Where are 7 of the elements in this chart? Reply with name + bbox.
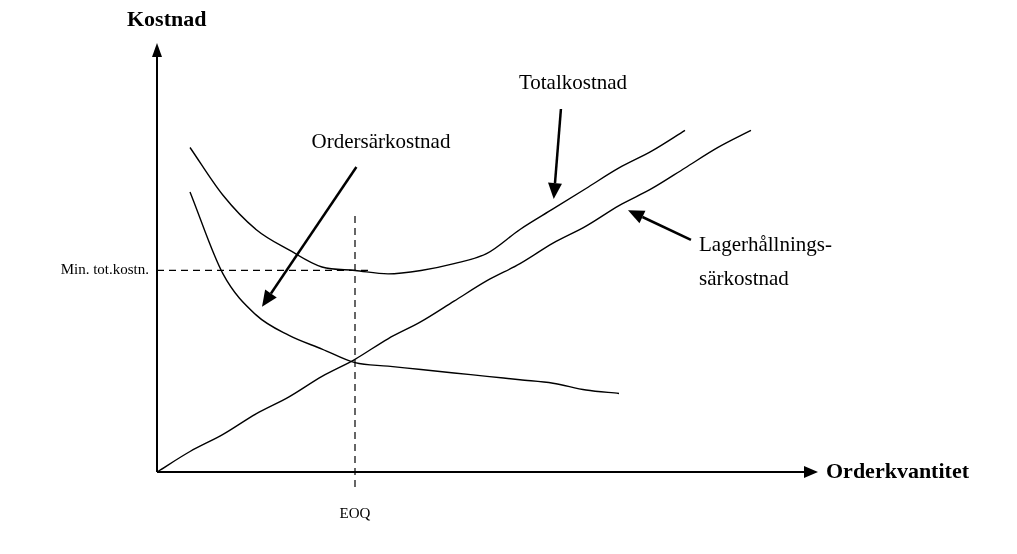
y-axis-title: Kostnad: [127, 5, 207, 31]
ref-line-label: Min. tot.kostn.: [60, 261, 149, 278]
text: Totalkostnad: [518, 70, 628, 95]
text: EOQ: [339, 504, 371, 521]
x-axis-title: Orderkvantitet: [826, 457, 970, 483]
text: Ordersärkostnad: [311, 129, 451, 154]
text: Lagerhållnings-särkostnad: [699, 232, 832, 291]
